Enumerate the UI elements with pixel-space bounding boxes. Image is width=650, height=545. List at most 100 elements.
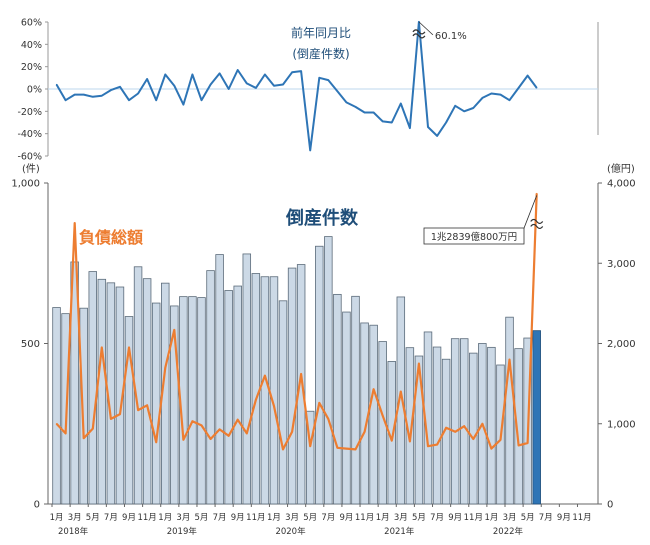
- count-bar: [532, 330, 541, 505]
- count-bar: [142, 278, 152, 505]
- count-bar: [115, 286, 125, 505]
- axis-break-marker: [412, 29, 426, 39]
- x-tick-label: 7月: [213, 513, 227, 523]
- count-bar: [360, 322, 369, 505]
- yoy-tick-label: 0%: [27, 85, 42, 96]
- yoy-annotation-leader: [418, 21, 434, 36]
- debt-point: [182, 439, 184, 441]
- yoy-point: [499, 93, 502, 96]
- yoy-point: [74, 93, 76, 96]
- yoy-point: [146, 78, 148, 80]
- left-tick-label: 0: [34, 500, 40, 511]
- debt-point: [318, 402, 320, 404]
- count-bar: [233, 285, 242, 505]
- yoy-point: [517, 87, 520, 89]
- count-bar: [79, 307, 88, 505]
- debt-point: [110, 418, 112, 420]
- debt-point: [273, 405, 275, 407]
- yoy-point: [282, 83, 284, 86]
- x-tick-label: 9月: [557, 513, 571, 523]
- x-tick-label: 3月: [176, 513, 190, 523]
- yoy-series-line: [55, 20, 538, 152]
- yoy-point: [354, 106, 357, 108]
- yoy-point: [255, 87, 257, 89]
- count-bar: [333, 293, 342, 505]
- debt-annotation-box: [423, 227, 525, 245]
- x-tick-label: 11月: [137, 513, 156, 523]
- yoy-point: [490, 92, 493, 95]
- x-tick-label: 1月: [50, 513, 64, 523]
- left-tick-label: 500: [21, 339, 40, 350]
- yoy-point: [228, 88, 230, 90]
- x-tick-label: 7月: [321, 513, 335, 523]
- x-tick-label: 7月: [430, 513, 444, 523]
- debt-point: [527, 442, 529, 444]
- debt-point: [508, 358, 511, 361]
- yoy-point: [391, 121, 393, 124]
- count-bar: [251, 273, 261, 505]
- yoy-point: [219, 72, 221, 74]
- year-label: 2019年: [167, 526, 198, 537]
- debt-point: [445, 427, 447, 429]
- debt-point: [191, 420, 194, 422]
- debt-break-marker: [530, 218, 544, 230]
- count-bar: [278, 300, 288, 505]
- yoy-point: [155, 99, 157, 101]
- yoy-point: [436, 135, 438, 137]
- debt-point: [209, 438, 212, 440]
- x-tick-label: 3月: [503, 513, 517, 523]
- debt-point: [55, 423, 58, 425]
- debt-point: [454, 431, 456, 433]
- yoy-point: [92, 96, 94, 98]
- yoy-point: [472, 107, 474, 109]
- count-bar: [414, 355, 424, 505]
- count-bar: [324, 236, 333, 505]
- debt-point: [481, 423, 483, 425]
- bankruptcy-count-title: 倒産件数: [285, 207, 359, 229]
- yoy-point: [454, 105, 456, 107]
- yoy-point: [300, 70, 302, 72]
- count-bar: [269, 276, 279, 505]
- yoy-point: [409, 127, 411, 129]
- count-bar: [396, 296, 406, 505]
- yoy-point: [336, 90, 338, 92]
- debt-point: [119, 413, 121, 415]
- yoy-point: [64, 99, 67, 101]
- x-tick-label: 3月: [394, 513, 408, 523]
- count-bar: [224, 290, 233, 505]
- yoy-tick-label: -60%: [17, 152, 42, 163]
- count-bar: [97, 278, 107, 505]
- yoy-point: [173, 85, 175, 87]
- debt-title: 負債総額: [79, 228, 143, 247]
- yoy-point: [318, 77, 320, 79]
- count-bar: [514, 348, 523, 505]
- yoy-point: [345, 101, 348, 103]
- count-bar: [459, 338, 469, 505]
- yoy-point: [508, 99, 511, 101]
- debt-point: [282, 448, 284, 451]
- yoy-point: [382, 120, 384, 122]
- yoy-point: [463, 110, 465, 112]
- count-bar: [351, 295, 360, 505]
- right-tick-label: 0: [607, 500, 613, 511]
- count-bar: [441, 358, 451, 505]
- debt-point: [164, 366, 166, 369]
- debt-series-line: [55, 193, 538, 451]
- x-tick-label: 1月: [267, 513, 281, 523]
- yoy-point: [327, 79, 329, 81]
- x-tick-label: 11月: [464, 513, 483, 523]
- left-tick-label: 1,000: [11, 179, 40, 190]
- debt-point: [228, 435, 230, 437]
- count-bar: [70, 261, 79, 505]
- yoy-point: [209, 83, 212, 86]
- yoy-point: [373, 111, 375, 114]
- yoy-point: [191, 73, 194, 76]
- debt-point: [472, 438, 474, 440]
- count-bar: [124, 316, 134, 505]
- x-tick-label: 11月: [355, 513, 374, 523]
- x-tick-label: 5月: [412, 513, 426, 523]
- x-tick-label: 9月: [448, 513, 462, 523]
- count-bar: [88, 271, 98, 505]
- count-bar: [242, 253, 252, 505]
- yoy-point: [110, 89, 112, 91]
